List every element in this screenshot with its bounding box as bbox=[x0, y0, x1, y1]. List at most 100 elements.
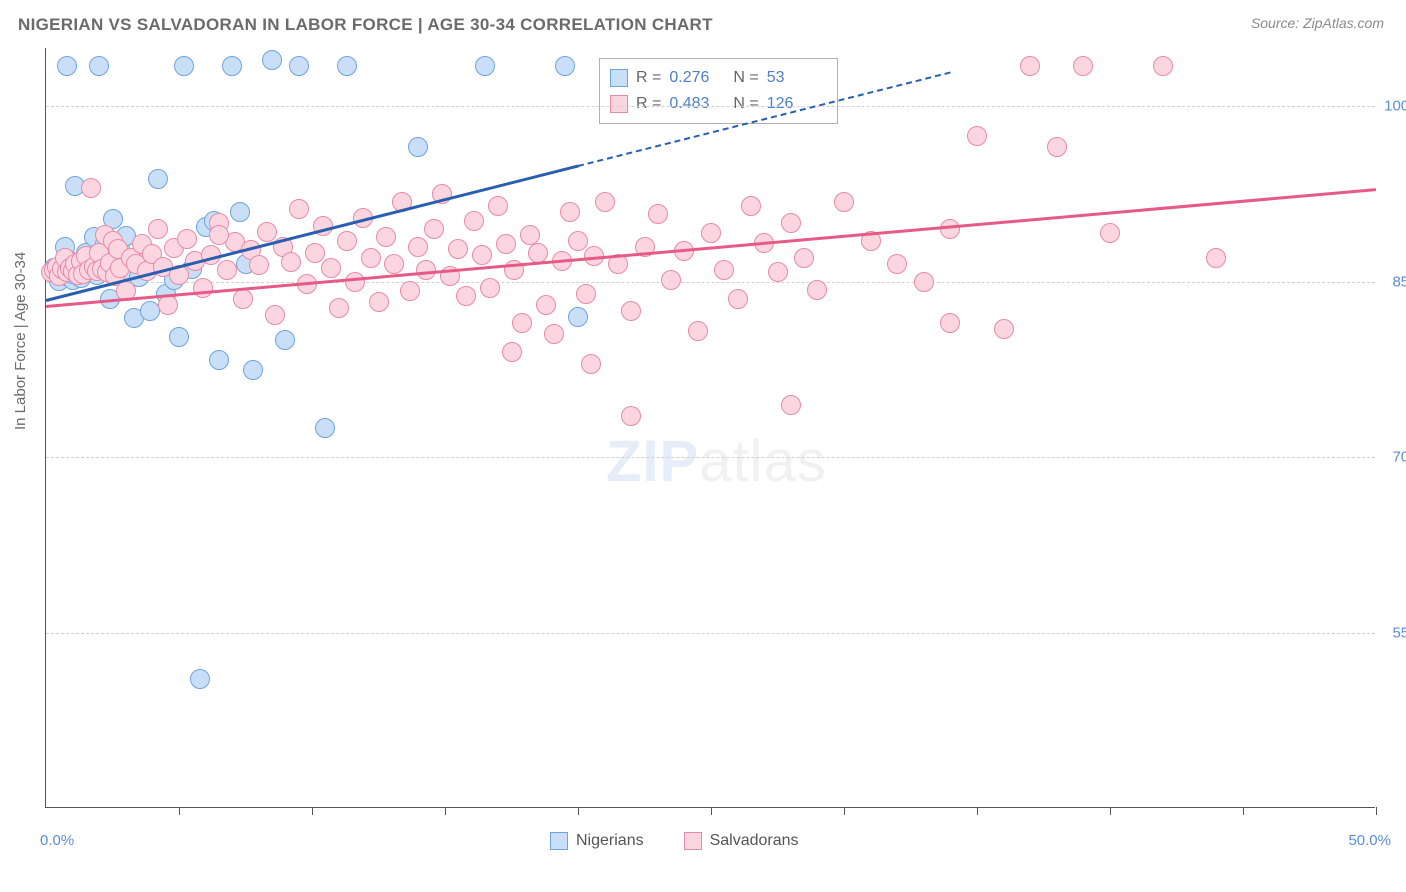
scatter-point-salvadorans bbox=[576, 284, 596, 304]
scatter-point-salvadorans bbox=[914, 272, 934, 292]
scatter-point-nigerians bbox=[337, 56, 357, 76]
scatter-point-nigerians bbox=[275, 330, 295, 350]
y-axis-label: In Labor Force | Age 30-34 bbox=[12, 252, 29, 430]
scatter-point-nigerians bbox=[555, 56, 575, 76]
x-tick bbox=[1110, 807, 1111, 815]
scatter-point-salvadorans bbox=[648, 204, 668, 224]
scatter-point-salvadorans bbox=[560, 202, 580, 222]
scatter-point-salvadorans bbox=[512, 313, 532, 333]
scatter-point-salvadorans bbox=[464, 211, 484, 231]
scatter-point-salvadorans bbox=[281, 252, 301, 272]
scatter-point-salvadorans bbox=[568, 231, 588, 251]
scatter-point-salvadorans bbox=[209, 225, 229, 245]
x-tick bbox=[1376, 807, 1377, 815]
gridline-h bbox=[46, 106, 1375, 107]
scatter-point-salvadorans bbox=[621, 406, 641, 426]
scatter-point-salvadorans bbox=[1206, 248, 1226, 268]
swatch-nigerians bbox=[610, 69, 628, 87]
scatter-point-salvadorans bbox=[768, 262, 788, 282]
scatter-point-salvadorans bbox=[472, 245, 492, 265]
scatter-point-salvadorans bbox=[265, 305, 285, 325]
scatter-point-salvadorans bbox=[621, 301, 641, 321]
scatter-point-salvadorans bbox=[781, 213, 801, 233]
r-label: R = bbox=[636, 65, 661, 91]
scatter-point-salvadorans bbox=[337, 231, 357, 251]
watermark-rest: atlas bbox=[699, 429, 827, 494]
scatter-point-salvadorans bbox=[794, 248, 814, 268]
scatter-point-nigerians bbox=[148, 169, 168, 189]
scatter-point-salvadorans bbox=[967, 126, 987, 146]
scatter-point-salvadorans bbox=[488, 196, 508, 216]
scatter-point-nigerians bbox=[315, 418, 335, 438]
scatter-point-salvadorans bbox=[369, 292, 389, 312]
scatter-point-salvadorans bbox=[940, 219, 960, 239]
x-tick bbox=[711, 807, 712, 815]
scatter-point-nigerians bbox=[57, 56, 77, 76]
scatter-point-nigerians bbox=[568, 307, 588, 327]
x-tick bbox=[578, 807, 579, 815]
scatter-point-nigerians bbox=[140, 301, 160, 321]
x-tick bbox=[1243, 807, 1244, 815]
scatter-point-salvadorans bbox=[834, 192, 854, 212]
x-axis-min-label: 0.0% bbox=[40, 832, 74, 849]
scatter-point-nigerians bbox=[209, 350, 229, 370]
x-axis-max-label: 50.0% bbox=[1348, 832, 1391, 849]
scatter-point-salvadorans bbox=[661, 270, 681, 290]
scatter-point-salvadorans bbox=[376, 227, 396, 247]
r-label: R = bbox=[636, 91, 661, 117]
chart-title: NIGERIAN VS SALVADORAN IN LABOR FORCE | … bbox=[18, 15, 713, 34]
scatter-point-salvadorans bbox=[448, 239, 468, 259]
x-tick bbox=[445, 807, 446, 815]
legend-label-nigerians: Nigerians bbox=[576, 832, 644, 850]
scatter-point-nigerians bbox=[289, 56, 309, 76]
scatter-point-salvadorans bbox=[329, 298, 349, 318]
y-tick-label: 55.0% bbox=[1380, 624, 1406, 641]
scatter-point-nigerians bbox=[408, 137, 428, 157]
scatter-point-salvadorans bbox=[807, 280, 827, 300]
gridline-h bbox=[46, 633, 1375, 634]
scatter-point-salvadorans bbox=[148, 219, 168, 239]
scatter-point-salvadorans bbox=[233, 289, 253, 309]
scatter-point-nigerians bbox=[243, 360, 263, 380]
scatter-point-nigerians bbox=[169, 327, 189, 347]
gridline-h bbox=[46, 282, 1375, 283]
scatter-point-salvadorans bbox=[361, 248, 381, 268]
scatter-point-salvadorans bbox=[994, 319, 1014, 339]
scatter-point-salvadorans bbox=[321, 258, 341, 278]
bottom-legend: Nigerians Salvadorans bbox=[550, 832, 799, 850]
x-tick bbox=[977, 807, 978, 815]
scatter-point-salvadorans bbox=[595, 192, 615, 212]
scatter-point-salvadorans bbox=[688, 321, 708, 341]
r-value-salvadorans: 0.483 bbox=[669, 91, 725, 117]
scatter-point-nigerians bbox=[262, 50, 282, 70]
x-tick bbox=[179, 807, 180, 815]
scatter-point-salvadorans bbox=[305, 243, 325, 263]
y-tick-label: 100.0% bbox=[1380, 98, 1406, 115]
scatter-point-salvadorans bbox=[544, 324, 564, 344]
scatter-point-salvadorans bbox=[1153, 56, 1173, 76]
stats-row-nigerians: R = 0.276 N = 53 bbox=[610, 65, 823, 91]
scatter-point-salvadorans bbox=[1047, 137, 1067, 157]
scatter-point-nigerians bbox=[475, 56, 495, 76]
scatter-point-salvadorans bbox=[384, 254, 404, 274]
scatter-point-salvadorans bbox=[728, 289, 748, 309]
scatter-point-salvadorans bbox=[714, 260, 734, 280]
scatter-point-salvadorans bbox=[701, 223, 721, 243]
scatter-point-salvadorans bbox=[257, 222, 277, 242]
watermark: ZIPatlas bbox=[606, 428, 827, 495]
n-label: N = bbox=[733, 91, 758, 117]
scatter-point-salvadorans bbox=[456, 286, 476, 306]
swatch-nigerians bbox=[550, 832, 568, 850]
scatter-point-salvadorans bbox=[81, 178, 101, 198]
scatter-point-nigerians bbox=[230, 202, 250, 222]
swatch-salvadorans bbox=[684, 832, 702, 850]
scatter-point-salvadorans bbox=[887, 254, 907, 274]
legend-label-salvadorans: Salvadorans bbox=[710, 832, 799, 850]
swatch-salvadorans bbox=[610, 95, 628, 113]
scatter-point-salvadorans bbox=[158, 295, 178, 315]
scatter-point-salvadorans bbox=[781, 395, 801, 415]
stats-legend-box: R = 0.276 N = 53 R = 0.483 N = 126 bbox=[599, 58, 838, 124]
scatter-point-salvadorans bbox=[940, 313, 960, 333]
scatter-point-nigerians bbox=[89, 56, 109, 76]
scatter-point-salvadorans bbox=[741, 196, 761, 216]
